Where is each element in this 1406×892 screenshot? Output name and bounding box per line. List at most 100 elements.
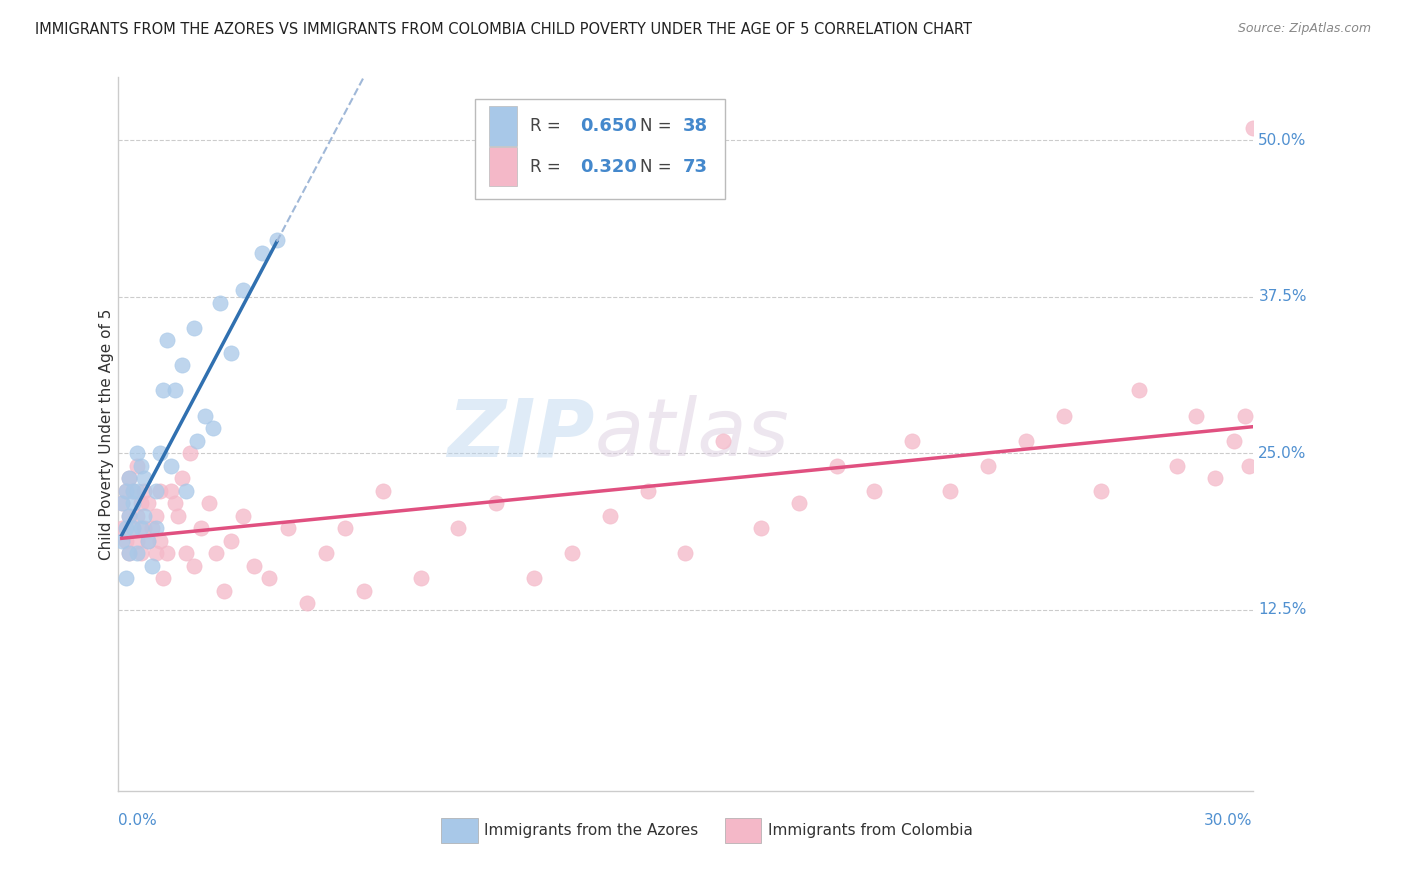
FancyBboxPatch shape: [489, 147, 517, 186]
Text: 12.5%: 12.5%: [1258, 602, 1306, 617]
Text: ZIP: ZIP: [447, 395, 595, 474]
Point: [599, 508, 621, 523]
Point: [111, 496, 134, 510]
Point: [145, 508, 167, 523]
Point: [129, 496, 152, 510]
Point: [212, 583, 235, 598]
Point: [118, 546, 141, 560]
Point: [485, 496, 508, 510]
Y-axis label: Child Poverty Under the Age of 5: Child Poverty Under the Age of 5: [100, 309, 114, 560]
Text: IMMIGRANTS FROM THE AZORES VS IMMIGRANTS FROM COLOMBIA CHILD POVERTY UNDER THE A: IMMIGRANTS FROM THE AZORES VS IMMIGRANTS…: [35, 22, 972, 37]
Point: [148, 483, 170, 498]
Point: [186, 434, 208, 448]
Point: [141, 521, 163, 535]
Point: [111, 533, 134, 548]
Text: 0.650: 0.650: [579, 117, 637, 135]
Text: atlas: atlas: [595, 395, 789, 474]
Point: [1128, 384, 1150, 398]
Point: [1223, 434, 1246, 448]
Point: [145, 521, 167, 535]
Point: [1166, 458, 1188, 473]
Point: [174, 483, 197, 498]
Point: [163, 496, 186, 510]
Point: [179, 446, 201, 460]
Point: [167, 508, 190, 523]
Point: [197, 496, 219, 510]
FancyBboxPatch shape: [489, 106, 517, 145]
Point: [141, 558, 163, 573]
Point: [194, 409, 217, 423]
Point: [749, 521, 772, 535]
Text: N =: N =: [640, 158, 676, 176]
Point: [183, 321, 205, 335]
Point: [134, 483, 156, 498]
Point: [152, 384, 174, 398]
Point: [259, 571, 281, 585]
Point: [277, 521, 299, 535]
Text: Immigrants from the Azores: Immigrants from the Azores: [485, 823, 699, 838]
Point: [129, 521, 152, 535]
Point: [1052, 409, 1074, 423]
Point: [125, 446, 148, 460]
Text: N =: N =: [640, 117, 676, 135]
Point: [134, 471, 156, 485]
Point: [148, 533, 170, 548]
Point: [114, 533, 136, 548]
Point: [122, 483, 145, 498]
Text: 25.0%: 25.0%: [1258, 446, 1306, 460]
Point: [939, 483, 962, 498]
Text: Source: ZipAtlas.com: Source: ZipAtlas.com: [1237, 22, 1371, 36]
Point: [122, 521, 145, 535]
Text: 30.0%: 30.0%: [1204, 813, 1253, 828]
Point: [156, 334, 179, 348]
Point: [160, 483, 183, 498]
Point: [163, 384, 186, 398]
Point: [145, 483, 167, 498]
Point: [1241, 120, 1264, 135]
Point: [134, 508, 156, 523]
Text: 0.320: 0.320: [579, 158, 637, 176]
Point: [148, 446, 170, 460]
Point: [977, 458, 1000, 473]
Point: [172, 359, 194, 373]
Point: [409, 571, 432, 585]
Point: [190, 521, 212, 535]
Point: [125, 458, 148, 473]
Point: [136, 533, 159, 548]
Point: [295, 596, 318, 610]
Point: [125, 533, 148, 548]
Point: [118, 508, 141, 523]
Point: [825, 458, 848, 473]
Point: [1237, 458, 1260, 473]
Text: 0.0%: 0.0%: [118, 813, 156, 828]
Text: Immigrants from Colombia: Immigrants from Colombia: [768, 823, 973, 838]
Point: [863, 483, 886, 498]
Point: [183, 558, 205, 573]
Point: [221, 346, 243, 360]
Point: [333, 521, 356, 535]
Point: [250, 245, 273, 260]
Point: [129, 546, 152, 560]
Point: [174, 546, 197, 560]
Text: 73: 73: [683, 158, 709, 176]
Point: [129, 458, 152, 473]
Point: [134, 521, 156, 535]
Point: [221, 533, 243, 548]
Point: [172, 471, 194, 485]
Point: [125, 546, 148, 560]
Point: [243, 558, 266, 573]
Point: [136, 533, 159, 548]
Point: [1185, 409, 1208, 423]
Text: R =: R =: [530, 158, 565, 176]
Point: [673, 546, 696, 560]
Point: [122, 521, 145, 535]
Point: [232, 508, 254, 523]
Point: [901, 434, 924, 448]
Point: [156, 546, 179, 560]
Point: [266, 233, 288, 247]
Point: [1204, 471, 1226, 485]
Point: [209, 295, 232, 310]
Point: [122, 496, 145, 510]
Text: 37.5%: 37.5%: [1258, 289, 1306, 304]
Point: [118, 546, 141, 560]
